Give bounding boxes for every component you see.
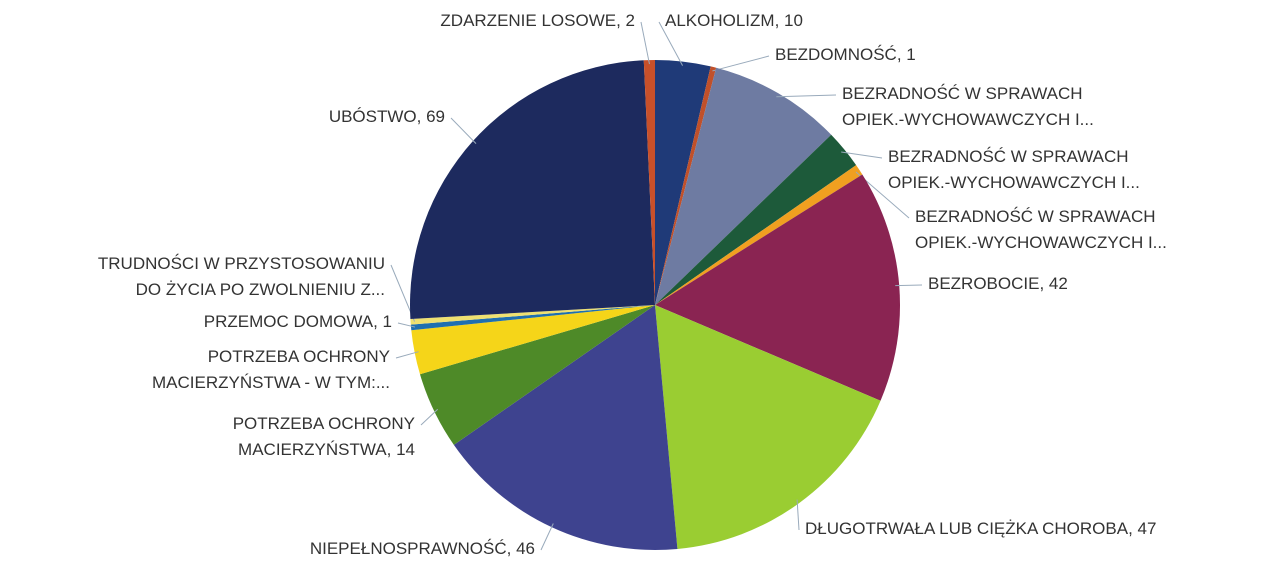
data-label: NIEPEŁNOSPRAWNOŚĆ, 46 [310,539,535,558]
data-label: BEZDOMNOŚĆ, 1 [775,45,916,64]
data-label: POTRZEBA OCHRONY MACIERZYŃSTWA, 14 [233,414,415,459]
leader-line [540,523,554,551]
leader-line [841,151,883,159]
leader-line [796,499,800,531]
label-line: BEZROBOCIE, 42 [928,274,1068,293]
label-line: NIEPEŁNOSPRAWNOŚĆ, 46 [310,539,535,558]
leader-line [895,284,923,287]
pie-slice [655,174,900,401]
leader-line [397,322,416,328]
label-line: ZDARZENIE LOSOWE, 2 [440,11,635,30]
label-line: BEZRADNOŚĆ W SPRAWACH [888,147,1129,166]
label-line: OPIEK.-WYCHOWAWCZYCH I... [842,110,1094,129]
pie-slice [410,60,655,320]
pie-slice [655,165,863,305]
pie-slice [411,305,655,375]
pie-slice [655,60,711,305]
leader-line [420,408,439,426]
data-label: BEZRADNOŚĆ W SPRAWACH OPIEK.-WYCHOWAWCZYC… [888,147,1140,192]
data-label: BEZRADNOŚĆ W SPRAWACH OPIEK.-WYCHOWAWCZYC… [915,207,1167,252]
label-line: TRUDNOŚCI W PRZYSTOSOWANIU [98,254,385,273]
pie-slice [655,66,717,305]
data-label: POTRZEBA OCHRONY MACIERZYŃSTWA - W TYM:..… [152,347,390,392]
label-line: BEZRADNOŚĆ W SPRAWACH [842,84,1083,103]
label-line: MACIERZYŃSTWA - W TYM:... [152,373,390,392]
label-line: UBÓSTWO, 69 [329,107,445,126]
leader-line [450,117,477,144]
label-line: ALKOHOLIZM, 10 [665,11,803,30]
pie-slice [655,305,881,549]
data-label: DŁUGOTRWAŁA LUB CIĘŻKA CHOROBA, 47 [805,519,1156,538]
label-line: MACIERZYŃSTWA, 14 [238,440,415,459]
data-label: TRUDNOŚCI W PRZYSTOSOWANIU DO ŻYCIA PO ZW… [98,254,385,299]
label-line: BEZRADNOŚĆ W SPRAWACH [915,207,1156,226]
pie-slice [410,305,655,331]
data-label: UBÓSTWO, 69 [329,107,445,126]
label-line: BEZDOMNOŚĆ, 1 [775,45,916,64]
data-label: PRZEMOC DOMOWA, 1 [204,312,392,331]
leader-line [658,21,684,66]
leader-line [712,55,770,72]
label-line: DO ŻYCIA PO ZWOLNIENIU Z... [136,280,385,299]
data-label: BEZROBOCIE, 42 [928,274,1068,293]
label-line: POTRZEBA OCHRONY [233,414,415,433]
pie-slice [655,134,857,305]
data-label: BEZRADNOŚĆ W SPRAWACH OPIEK.-WYCHOWAWCZYC… [842,84,1094,129]
data-label: ALKOHOLIZM, 10 [665,11,803,30]
pie-slice [643,60,655,305]
pie-slice [419,305,655,445]
label-line: POTRZEBA OCHRONY [208,347,390,366]
pie-slice [453,305,678,551]
leader-line [776,94,837,98]
leader-line [395,351,419,359]
leader-line [640,21,650,65]
label-line: OPIEK.-WYCHOWAWCZYCH I... [915,233,1167,252]
pie-slice [655,67,832,305]
label-line: OPIEK.-WYCHOWAWCZYCH I... [888,173,1140,192]
label-line: DŁUGOTRWAŁA LUB CIĘŻKA CHOROBA, 47 [805,519,1156,538]
pie-slice [410,305,655,325]
label-line: PRZEMOC DOMOWA, 1 [204,312,392,331]
data-label: ZDARZENIE LOSOWE, 2 [440,11,635,30]
